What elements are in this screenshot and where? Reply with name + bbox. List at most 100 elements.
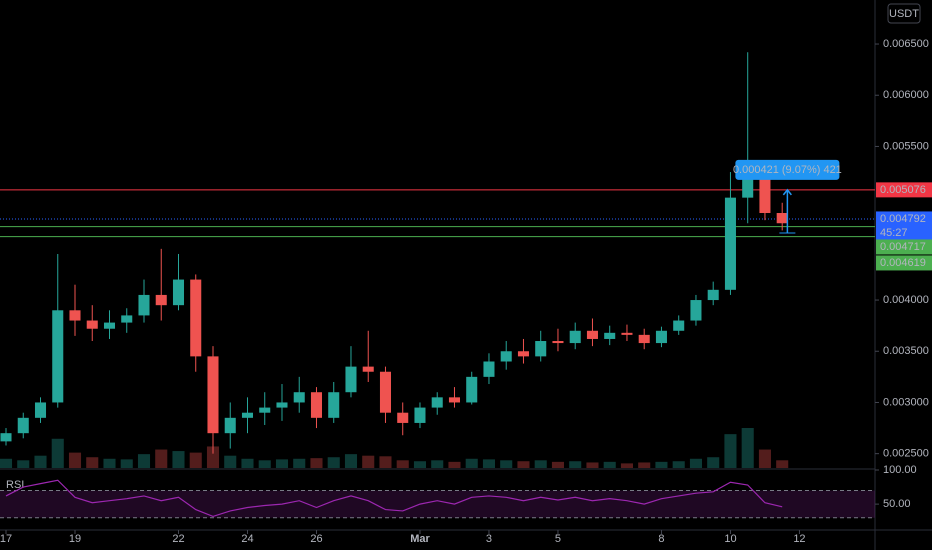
currency-box[interactable] bbox=[887, 3, 921, 24]
candle-body bbox=[345, 366, 357, 393]
x-tick-label: 17 bbox=[0, 533, 12, 545]
candle-body bbox=[155, 294, 167, 306]
x-tick-label: 22 bbox=[172, 533, 184, 545]
volume-bar bbox=[327, 457, 340, 468]
candle-body bbox=[379, 371, 391, 413]
candle-body bbox=[569, 330, 581, 344]
x-tick-label: 24 bbox=[241, 533, 253, 545]
volume-bar bbox=[275, 459, 289, 468]
volume-bar bbox=[120, 459, 133, 468]
volume-bar bbox=[396, 460, 409, 468]
rsi-tick-label: 50.00 bbox=[883, 498, 911, 510]
rsi-band bbox=[0, 490, 875, 518]
volume-bar bbox=[758, 449, 771, 468]
x-tick-label: 12 bbox=[793, 533, 805, 545]
volume-bar bbox=[241, 458, 254, 468]
candle-body bbox=[52, 310, 64, 403]
candle-body bbox=[776, 213, 788, 224]
volume-bar bbox=[206, 446, 220, 468]
x-tick-label: Mar bbox=[410, 533, 430, 545]
candle-body bbox=[121, 315, 133, 323]
volume-bar bbox=[465, 458, 478, 468]
price-level-tag bbox=[876, 239, 932, 255]
candle-body bbox=[552, 341, 564, 344]
candle-body bbox=[362, 366, 374, 372]
candle-body bbox=[207, 356, 219, 434]
volume-bar bbox=[362, 455, 375, 468]
measure-box bbox=[735, 159, 840, 180]
candle-body bbox=[241, 412, 254, 418]
countdown: 45:27 bbox=[880, 227, 908, 239]
volume-bar bbox=[51, 438, 64, 468]
volume-bar bbox=[189, 452, 202, 468]
candle-body bbox=[500, 351, 512, 362]
y-tick-label: 0.006000 bbox=[883, 89, 929, 101]
currency-label[interactable]: USDT bbox=[889, 8, 919, 20]
volume-bar bbox=[638, 462, 651, 468]
candle-body bbox=[673, 320, 685, 331]
y-tick-label: 0.003500 bbox=[883, 345, 929, 357]
candle-body bbox=[34, 402, 47, 418]
volume-bar bbox=[155, 449, 168, 468]
candle-body bbox=[517, 351, 529, 357]
candle-body bbox=[431, 397, 443, 408]
volume-bar bbox=[344, 454, 358, 468]
volume-bar bbox=[172, 451, 185, 468]
y-tick-label: 0.005500 bbox=[883, 140, 929, 152]
rsi-tick-label: 100.00 bbox=[883, 464, 917, 476]
measure-label: 0.000421 (9.07%) 421 bbox=[733, 164, 842, 176]
price-level-tag bbox=[876, 255, 932, 271]
price-level-tag bbox=[876, 182, 932, 198]
x-tick-label: 8 bbox=[658, 533, 664, 545]
volume-bar bbox=[86, 457, 99, 468]
candle-body bbox=[276, 402, 288, 408]
volume-bar bbox=[620, 463, 633, 468]
volume-bar bbox=[224, 455, 237, 468]
volume-bar bbox=[689, 458, 702, 468]
x-tick-label: 5 bbox=[555, 533, 561, 545]
candle-body bbox=[448, 397, 460, 403]
y-tick-label: 0.004000 bbox=[883, 294, 929, 306]
candle-body bbox=[103, 322, 116, 329]
y-tick-label: 0.002500 bbox=[883, 448, 929, 460]
volume-bar bbox=[293, 458, 306, 468]
candle-body bbox=[483, 361, 495, 377]
x-tick-label: 26 bbox=[310, 533, 322, 545]
volume-bar bbox=[655, 461, 668, 468]
candle-body bbox=[310, 392, 323, 418]
candle-body bbox=[0, 433, 12, 442]
volume-bar bbox=[741, 428, 754, 468]
candle-body bbox=[328, 392, 340, 418]
candle-body bbox=[638, 334, 650, 344]
candle-body bbox=[742, 177, 754, 198]
candle-body bbox=[655, 330, 667, 344]
candle-body bbox=[138, 294, 150, 316]
volume-bar bbox=[603, 461, 616, 468]
price-level-label: 0.004619 bbox=[880, 257, 926, 269]
volume-bar bbox=[534, 460, 547, 468]
volume-bar bbox=[517, 461, 530, 468]
price-level-label: 0.004717 bbox=[880, 241, 926, 253]
candle-body bbox=[535, 341, 547, 357]
y-tick-label: 0.006500 bbox=[883, 38, 929, 50]
volume-bar bbox=[707, 457, 720, 468]
volume-bar bbox=[672, 461, 685, 468]
x-tick-label: 10 bbox=[724, 533, 736, 545]
volume-bar bbox=[569, 461, 582, 468]
candle-body bbox=[69, 310, 81, 321]
volume-bar bbox=[482, 459, 496, 468]
candle-body bbox=[397, 412, 409, 423]
volume-bar bbox=[586, 462, 599, 468]
volume-bar bbox=[551, 461, 565, 468]
volume-bar bbox=[137, 454, 151, 468]
candle-body bbox=[724, 197, 736, 290]
volume-bar bbox=[379, 456, 392, 468]
candle-body bbox=[86, 320, 98, 329]
rsi-title: RSI bbox=[6, 479, 24, 491]
candle-body bbox=[259, 407, 271, 413]
candle-body bbox=[17, 417, 29, 434]
candle-body bbox=[466, 376, 478, 403]
candle-body bbox=[759, 177, 771, 214]
volume-bar bbox=[776, 460, 789, 468]
candle-body bbox=[690, 300, 702, 321]
